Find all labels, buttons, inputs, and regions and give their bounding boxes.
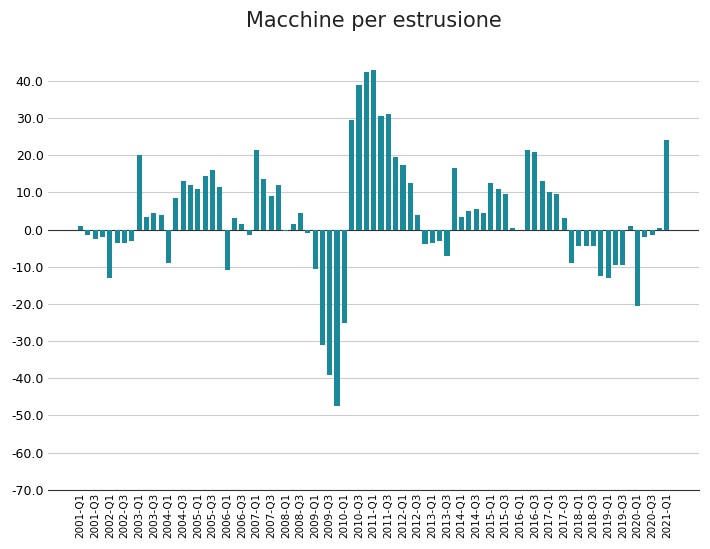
Bar <box>547 193 552 229</box>
Bar <box>569 229 574 263</box>
Bar <box>166 229 171 263</box>
Bar <box>217 187 222 229</box>
Bar <box>239 224 244 229</box>
Bar <box>356 85 361 229</box>
Bar <box>562 219 567 229</box>
Bar <box>342 229 347 322</box>
Bar <box>268 196 273 229</box>
Bar <box>437 229 442 241</box>
Bar <box>122 229 127 243</box>
Bar <box>85 229 90 235</box>
Bar <box>452 169 457 229</box>
Bar <box>202 176 208 229</box>
Bar <box>415 215 420 229</box>
Bar <box>283 229 288 232</box>
Bar <box>393 157 398 229</box>
Bar <box>173 198 178 229</box>
Bar <box>459 217 464 229</box>
Bar <box>312 229 317 268</box>
Bar <box>158 215 164 229</box>
Bar <box>540 181 545 229</box>
Bar <box>349 120 354 229</box>
Bar <box>246 229 251 235</box>
Bar <box>320 229 325 345</box>
Bar <box>144 217 149 229</box>
Bar <box>100 229 105 237</box>
Bar <box>290 224 295 229</box>
Bar <box>444 229 449 256</box>
Bar <box>210 170 215 229</box>
Bar <box>136 155 142 229</box>
Bar <box>224 229 230 271</box>
Bar <box>430 229 435 243</box>
Bar <box>334 229 339 406</box>
Bar <box>481 213 486 229</box>
Bar <box>276 185 281 229</box>
Bar <box>474 209 479 229</box>
Bar <box>503 194 508 229</box>
Bar <box>107 229 112 278</box>
Bar <box>657 228 662 229</box>
Bar <box>298 213 303 229</box>
Bar <box>635 229 640 306</box>
Bar <box>532 152 537 229</box>
Bar <box>496 189 501 229</box>
Bar <box>180 181 186 229</box>
Bar <box>254 150 259 229</box>
Bar <box>510 228 515 229</box>
Bar <box>78 226 83 229</box>
Bar <box>555 194 559 229</box>
Bar <box>400 165 405 229</box>
Bar <box>93 229 98 239</box>
Bar <box>151 213 156 229</box>
Bar <box>195 189 200 229</box>
Bar <box>628 226 633 229</box>
Bar <box>327 229 332 374</box>
Bar <box>371 70 376 229</box>
Bar <box>422 229 427 244</box>
Bar <box>188 185 193 229</box>
Bar <box>591 229 596 247</box>
Bar <box>364 72 369 229</box>
Title: Macchine per estrusione: Macchine per estrusione <box>246 11 501 31</box>
Bar <box>488 183 493 229</box>
Bar <box>386 114 391 229</box>
Bar <box>599 229 604 276</box>
Bar <box>466 211 471 229</box>
Bar <box>584 229 589 247</box>
Bar <box>621 229 626 265</box>
Bar <box>378 116 383 229</box>
Bar <box>115 229 120 243</box>
Bar <box>232 219 237 229</box>
Bar <box>577 229 581 247</box>
Bar <box>606 229 611 278</box>
Bar <box>650 229 655 235</box>
Bar <box>261 180 266 229</box>
Bar <box>408 183 413 229</box>
Bar <box>664 141 670 229</box>
Bar <box>643 229 648 237</box>
Bar <box>305 229 310 233</box>
Bar <box>613 229 618 265</box>
Bar <box>129 229 134 241</box>
Bar <box>525 150 530 229</box>
